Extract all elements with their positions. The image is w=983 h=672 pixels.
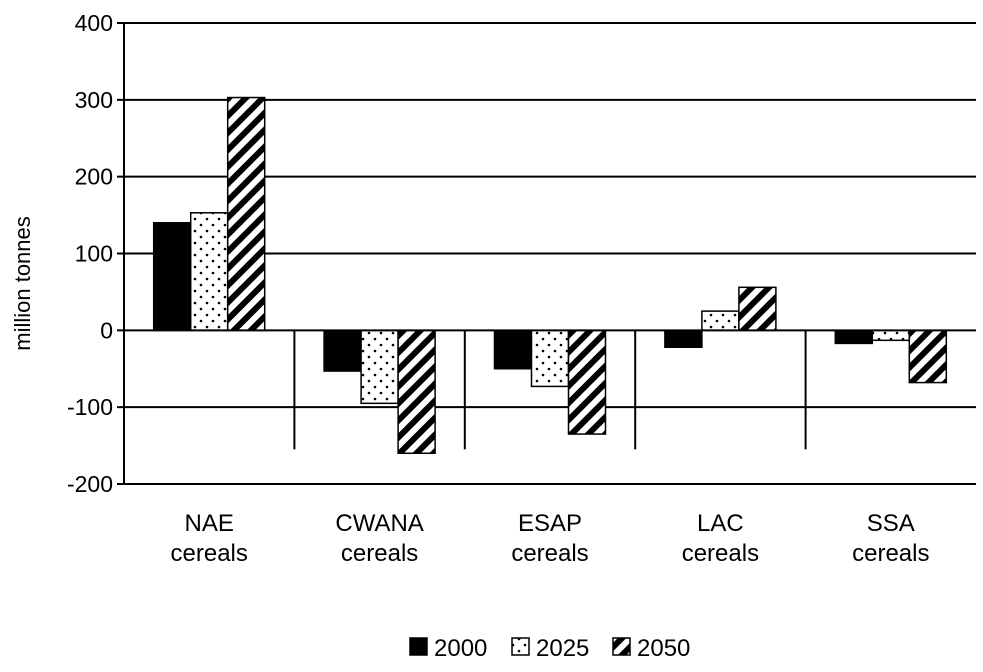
legend-swatch-2000 — [409, 637, 428, 656]
axes — [117, 22, 976, 485]
bar-2000-lac — [664, 329, 703, 348]
legend: 2000 2025 2050 — [409, 635, 690, 662]
y-tick-label: -200 — [67, 471, 113, 497]
gridlines — [124, 22, 976, 409]
bar-2025-nae — [189, 212, 229, 332]
y-tick-labels: 400 300 200 100 0 -100 -200 — [67, 10, 113, 497]
bar-2000-esap — [493, 329, 533, 370]
y-tick-label: -100 — [67, 394, 113, 420]
y-axis-label: million tonnes — [10, 216, 35, 351]
x-category-label: NAE cereals — [171, 510, 248, 567]
bar-2025-cwana — [360, 329, 399, 405]
bar-2050-ssa — [908, 329, 948, 384]
legend-label-2000: 2000 — [434, 635, 487, 662]
legend-swatch-2050 — [612, 637, 631, 656]
y-tick-label: 100 — [75, 241, 113, 267]
y-tick-label: 0 — [100, 317, 113, 343]
bar-2000-cwana — [323, 329, 362, 372]
bar-2050-nae — [226, 96, 266, 332]
bar-2025-lac — [701, 310, 740, 332]
x-category-labels: NAE cereals CWANA cereals ESAP cereals LAC cere… — [171, 510, 930, 567]
x-category-label: ESAP cereals — [511, 510, 588, 567]
bar-2050-cwana — [397, 329, 436, 455]
bars — [152, 96, 948, 455]
x-category-label: CWANA cereals — [335, 510, 423, 567]
legend-label-2025: 2025 — [536, 635, 589, 662]
bar-2050-esap — [567, 329, 607, 435]
legend-swatch-2025 — [511, 637, 530, 656]
bar-2000-nae — [152, 222, 192, 332]
y-tick-label: 400 — [75, 10, 113, 36]
bar-2025-esap — [530, 329, 570, 388]
x-category-label: SSA cereals — [852, 510, 929, 567]
y-tick-label: 200 — [75, 164, 113, 190]
x-category-label: LAC cereals — [682, 510, 759, 567]
legend-label-2050: 2050 — [637, 635, 690, 662]
y-tick-label: 300 — [75, 87, 113, 113]
bar-2000-ssa — [834, 329, 874, 345]
bar-2025-ssa — [871, 329, 911, 342]
bar-2050-lac — [738, 286, 777, 332]
